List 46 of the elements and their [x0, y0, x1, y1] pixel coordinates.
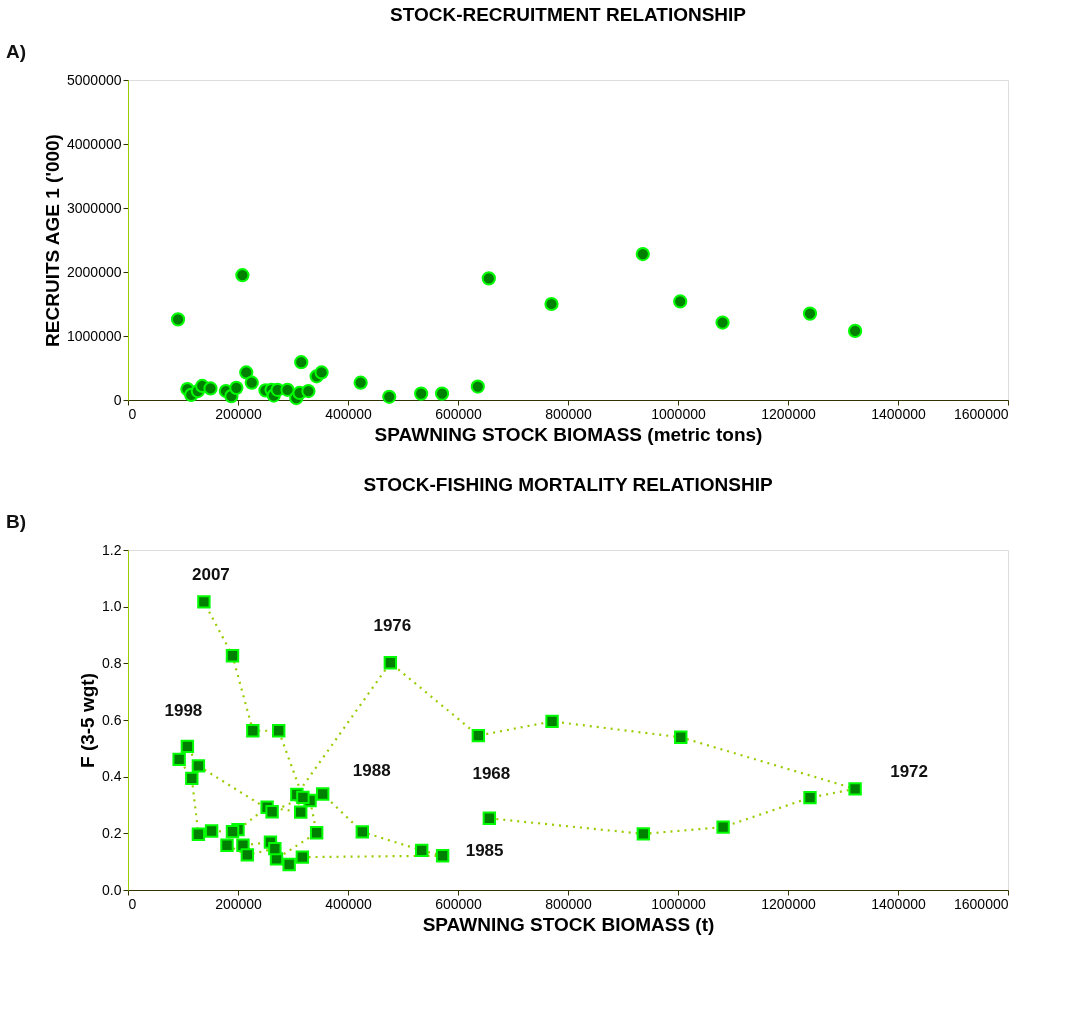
- y-tick-label: 4000000: [66, 135, 122, 152]
- x-tick-label: 1400000: [871, 405, 926, 422]
- chart-title: STOCK-RECRUITMENT RELATIONSHIP: [389, 4, 747, 25]
- x-tick-label: 600000: [435, 895, 483, 912]
- y-tick-label: 1000000: [66, 327, 122, 344]
- x-tick-label: 200000: [215, 895, 263, 912]
- y-axis-title: RECRUITS AGE 1 ('000): [42, 134, 63, 347]
- y-tick-label: 2000000: [66, 263, 122, 280]
- x-tick-label: 800000: [545, 895, 593, 912]
- y-tick-label: 0.0: [102, 881, 122, 898]
- y-tick-label: 1.0: [102, 598, 122, 615]
- annotation: 1998: [164, 701, 203, 721]
- x-tick-label: 1600000: [953, 895, 1009, 912]
- y-tick-label: 0.6: [102, 711, 122, 728]
- annotation: 1968: [472, 764, 511, 784]
- y-tick-label: 0.2: [102, 824, 122, 841]
- chart-title: STOCK-FISHING MORTALITY RELATIONSHIP: [363, 474, 773, 495]
- x-tick-label: 800000: [545, 405, 593, 422]
- x-tick-label: 1200000: [761, 405, 816, 422]
- x-tick-label: 200000: [215, 405, 263, 422]
- y-tick-label: 3000000: [66, 199, 122, 216]
- annotation: 1972: [890, 761, 929, 781]
- x-axis-title: SPAWNING STOCK BIOMASS (t): [422, 913, 715, 935]
- annotation: 1976: [373, 615, 412, 635]
- x-tick-label: 1000000: [651, 895, 706, 912]
- y-tick-label: 0.4: [102, 768, 122, 785]
- x-tick-label: 0: [128, 895, 137, 912]
- annotation: 1985: [465, 840, 504, 860]
- x-tick-label: 600000: [435, 405, 483, 422]
- annotation: 2007: [191, 564, 230, 584]
- text: A): [6, 41, 27, 62]
- x-tick-label: 400000: [325, 405, 373, 422]
- x-tick-label: 1400000: [871, 895, 926, 912]
- y-tick-label: 0: [113, 391, 122, 408]
- y-tick-label: 5000000: [66, 71, 122, 88]
- x-tick-label: 1000000: [651, 405, 706, 422]
- x-tick-label: 1200000: [761, 895, 816, 912]
- text: B): [6, 511, 27, 532]
- annotation: 1988: [352, 760, 391, 780]
- y-axis-title: F (3-5 wgt): [77, 673, 99, 768]
- x-axis-title: SPAWNING STOCK BIOMASS (metric tons): [374, 423, 763, 445]
- x-tick-label: 1600000: [953, 405, 1009, 422]
- y-tick-label: 0.8: [102, 654, 122, 671]
- y-tick-label: 1.2: [102, 541, 122, 558]
- x-tick-label: 400000: [325, 895, 373, 912]
- x-tick-label: 0: [128, 405, 137, 422]
